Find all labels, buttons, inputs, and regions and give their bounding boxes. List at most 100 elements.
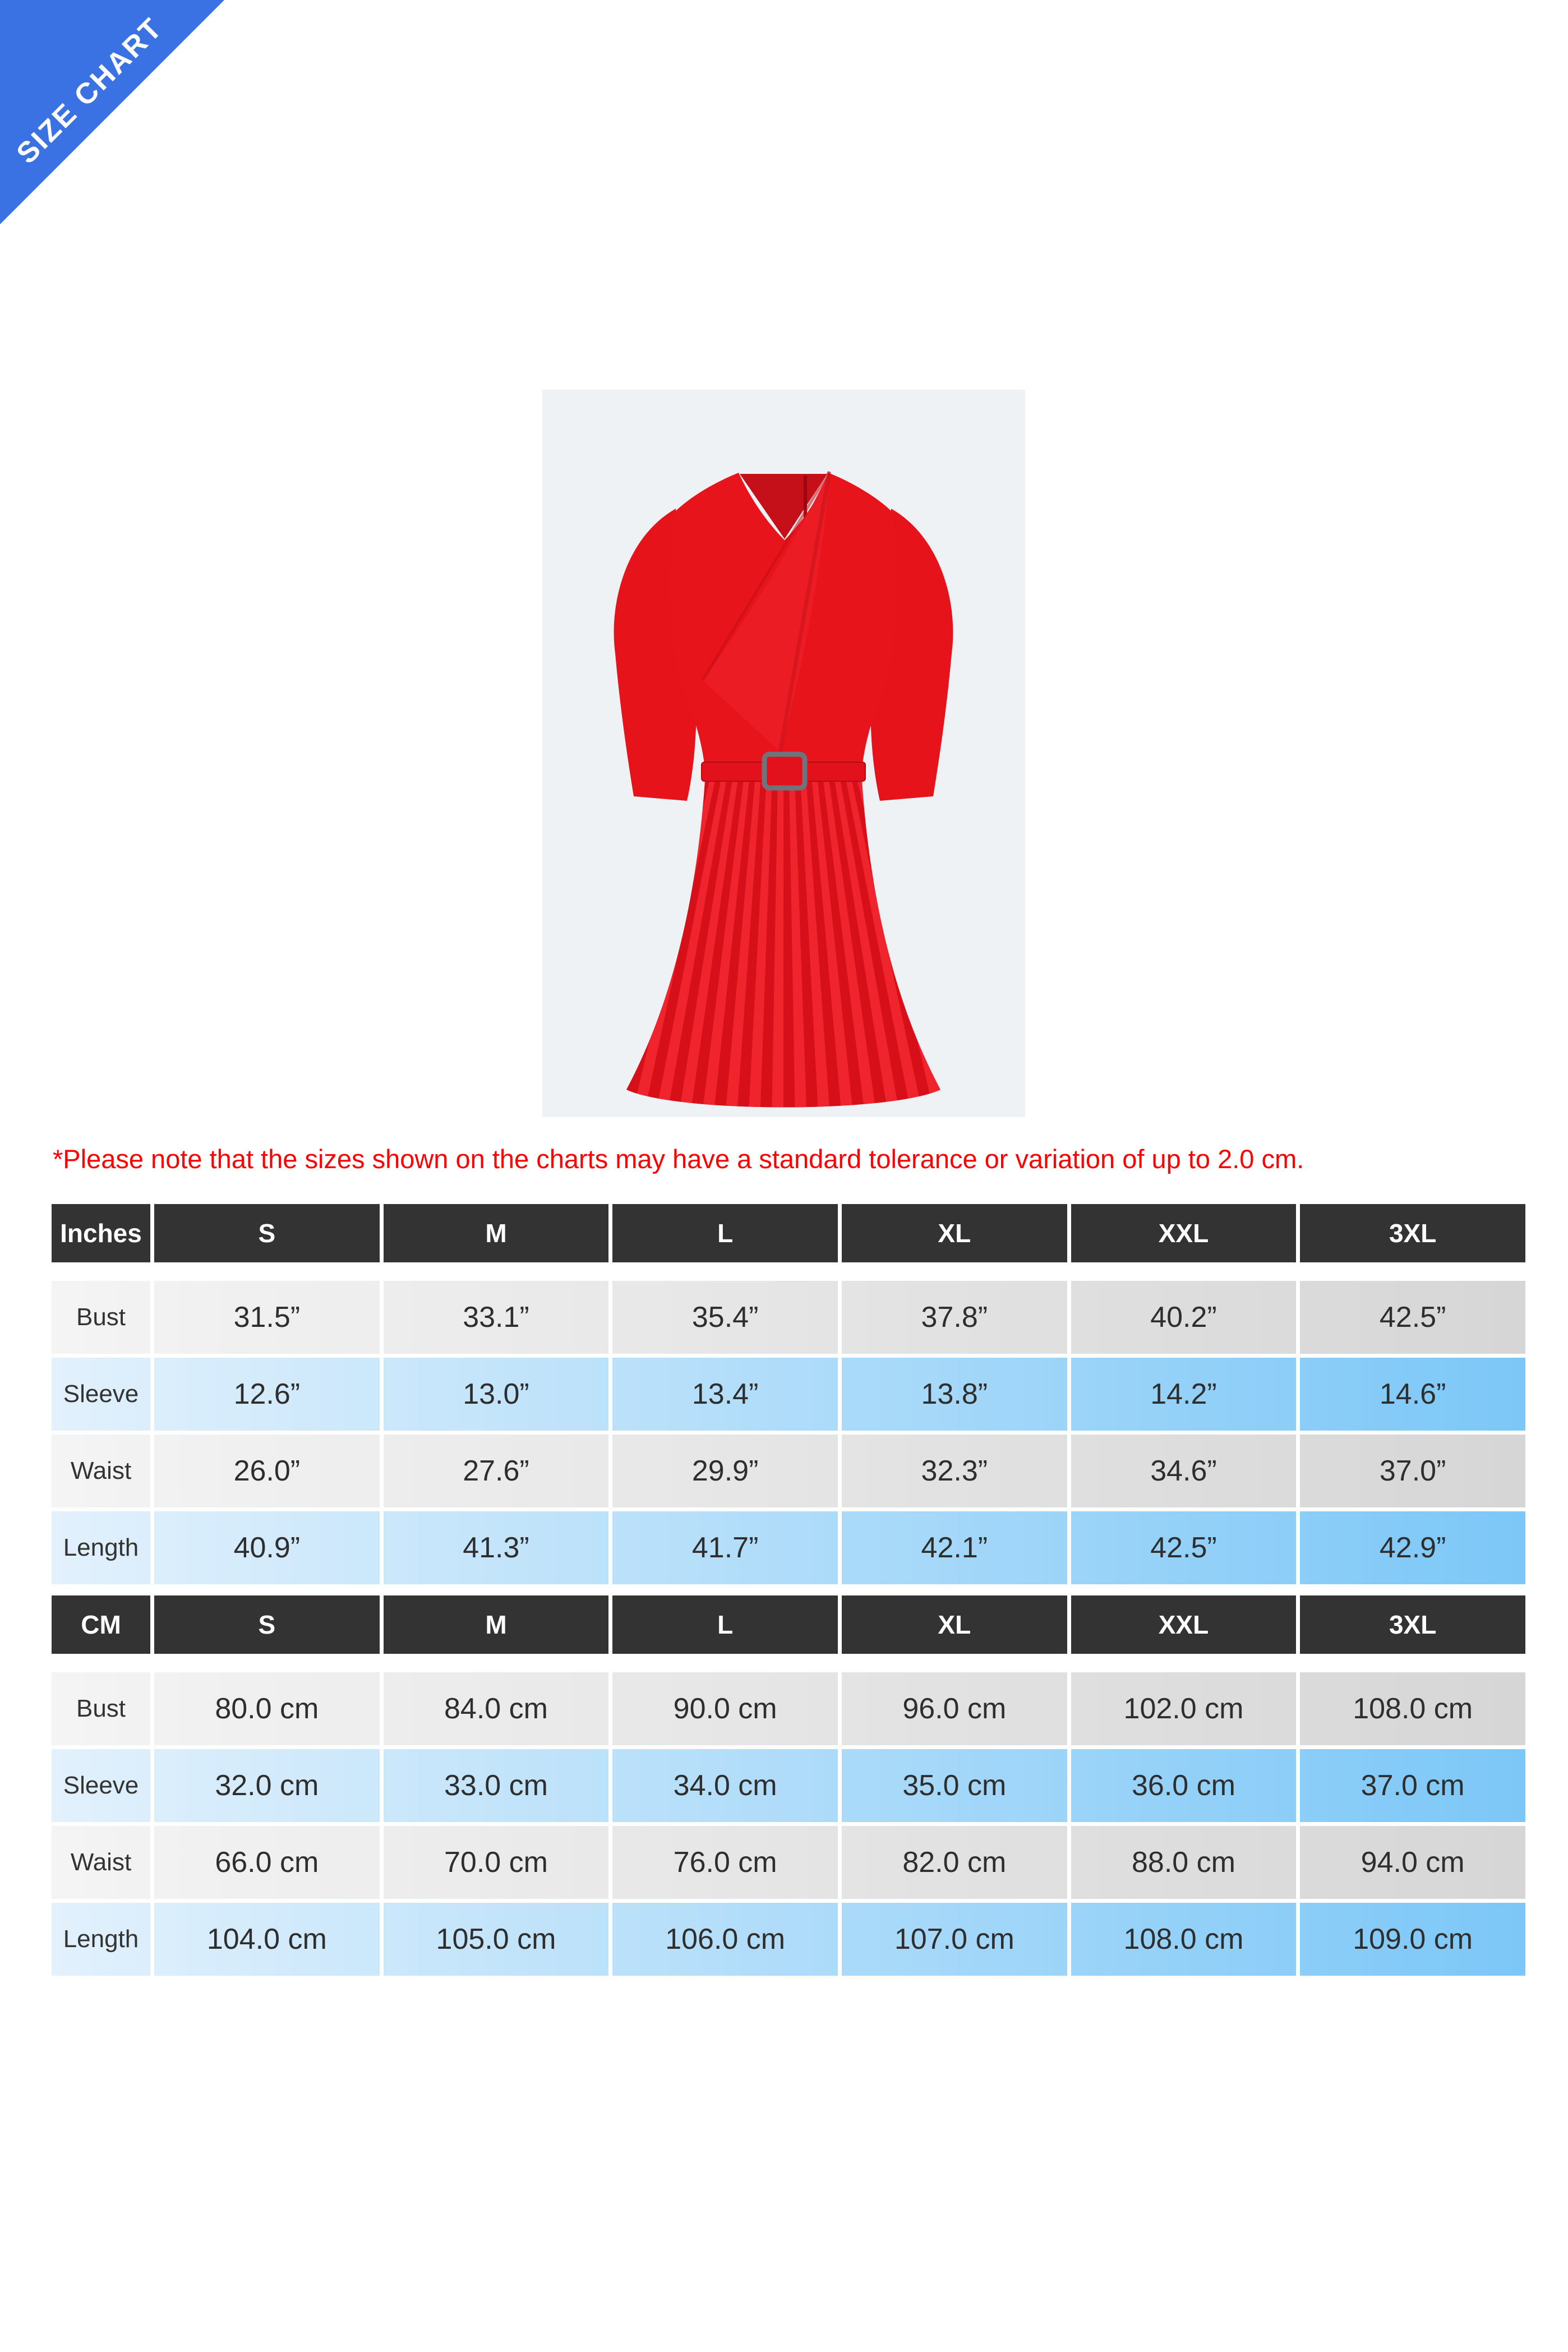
measurement-value-cell: 42.5” <box>1300 1281 1525 1354</box>
measurement-value-cell: 12.6” <box>154 1358 380 1431</box>
measurement-value-cell: 108.0 cm <box>1071 1903 1297 1976</box>
size-header-cell-s: S <box>154 1204 380 1262</box>
measurement-value-cell: 13.4” <box>612 1358 838 1431</box>
dress-pleat <box>817 781 865 1108</box>
size-chart-ribbon: SIZE CHART <box>0 0 224 224</box>
unit-header-cell: CM <box>52 1595 150 1654</box>
dress-pleat <box>829 781 888 1108</box>
dress-zipper <box>804 476 807 527</box>
measurement-value-cell: 88.0 cm <box>1071 1826 1297 1899</box>
measurement-value-cell: 35.0 cm <box>841 1749 1067 1822</box>
dress-pleat <box>748 781 772 1108</box>
measurement-value-cell: 29.9” <box>612 1435 838 1507</box>
size-table-inches: Inches S M L XL XXL 3XL Bust 31.5” 33.1” 35.4” 37.8… <box>52 1204 1525 1584</box>
size-header-cell-m: M <box>383 1595 609 1654</box>
measurement-value-cell: 36.0 cm <box>1071 1749 1297 1822</box>
measurement-label-cell: Waist <box>52 1826 150 1899</box>
measurement-value-cell: 32.0 cm <box>154 1749 380 1822</box>
dress-pleat <box>811 781 854 1108</box>
measurement-value-cell: 14.2” <box>1071 1358 1297 1431</box>
measurement-value-cell: 33.1” <box>383 1281 609 1354</box>
measurement-value-cell: 82.0 cm <box>841 1826 1067 1899</box>
measurement-label-cell: Sleeve <box>52 1358 150 1431</box>
measurement-value-cell: 109.0 cm <box>1300 1903 1525 1976</box>
tolerance-note: *Please note that the sizes shown on the… <box>53 1144 1304 1174</box>
measurement-value-cell: 34.6” <box>1071 1435 1297 1507</box>
size-header-cell-m: M <box>383 1204 609 1262</box>
size-table-cm: CM S M L XL XXL 3XL Bust 80.0 cm 84.0 cm 90.0 cm 96… <box>52 1595 1525 1976</box>
dress-pleat <box>834 781 900 1108</box>
measurement-value-cell: 33.0 cm <box>383 1749 609 1822</box>
measurement-value-cell: 90.0 cm <box>612 1672 838 1745</box>
dress-pleat <box>789 781 807 1108</box>
measurement-label-cell: Bust <box>52 1672 150 1745</box>
measurement-value-cell: 40.2” <box>1071 1281 1297 1354</box>
size-header-cell-xl: XL <box>841 1204 1067 1262</box>
measurement-value-cell: 34.0 cm <box>612 1749 838 1822</box>
measurement-value-cell: 26.0” <box>154 1435 380 1507</box>
measurement-value-cell: 37.0 cm <box>1300 1749 1525 1822</box>
dress-pleat <box>667 781 732 1108</box>
dress-pleat <box>690 781 744 1108</box>
size-header-cell-xxl: XXL <box>1071 1204 1297 1262</box>
dress-fold <box>703 472 829 751</box>
size-header-cell-xl: XL <box>841 1595 1067 1654</box>
size-header-cell-l: L <box>612 1595 838 1654</box>
measurement-value-cell: 35.4” <box>612 1281 838 1354</box>
measurement-value-cell: 42.1” <box>841 1511 1067 1584</box>
dress-pleat <box>846 781 923 1108</box>
dress-pleat <box>840 781 911 1108</box>
dress-belt-buckle <box>762 751 808 791</box>
size-header-cell-s: S <box>154 1595 380 1654</box>
measurement-value-cell: 14.6” <box>1300 1358 1525 1431</box>
dress-fold-shadow <box>778 471 832 752</box>
measurement-value-cell: 27.6” <box>383 1435 609 1507</box>
dress-pleat <box>800 781 830 1108</box>
measurement-value-cell: 105.0 cm <box>383 1903 609 1976</box>
measurement-value-cell: 31.5” <box>154 1281 380 1354</box>
size-header-cell-l: L <box>612 1204 838 1262</box>
measurement-label-cell: Length <box>52 1903 150 1976</box>
dress-pleat <box>713 781 755 1108</box>
measurement-value-cell: 42.9” <box>1300 1511 1525 1584</box>
size-header-cell-3xl: 3XL <box>1300 1204 1525 1262</box>
measurement-label-cell: Waist <box>52 1435 150 1507</box>
dress-pleat <box>795 781 819 1108</box>
measurement-value-cell: 37.0” <box>1300 1435 1525 1507</box>
measurement-value-cell: 13.8” <box>841 1358 1067 1431</box>
measurement-value-cell: 80.0 cm <box>154 1672 380 1745</box>
dress-pleat <box>725 781 761 1108</box>
product-image-panel <box>542 390 1025 1117</box>
unit-header-cell: Inches <box>52 1204 150 1262</box>
dress-pleat <box>679 781 738 1108</box>
measurement-label-cell: Bust <box>52 1281 150 1354</box>
dress-pleat <box>783 781 795 1108</box>
dress-pleat <box>644 781 721 1108</box>
dress-pleat <box>656 781 727 1108</box>
dress-skirt-pleats <box>626 781 940 1108</box>
measurement-value-cell: 96.0 cm <box>841 1672 1067 1745</box>
measurement-label-cell: Sleeve <box>52 1749 150 1822</box>
dress-pleat <box>806 781 842 1108</box>
measurement-value-cell: 13.0” <box>383 1358 609 1431</box>
dress-pleat <box>760 781 778 1108</box>
measurement-value-cell: 40.9” <box>154 1511 380 1584</box>
measurement-value-cell: 108.0 cm <box>1300 1672 1525 1745</box>
dress-illustration <box>614 471 953 1108</box>
measurement-value-cell: 107.0 cm <box>841 1903 1067 1976</box>
dress-fold-edge <box>701 471 831 681</box>
measurement-value-cell: 94.0 cm <box>1300 1826 1525 1899</box>
dress-pleat <box>702 781 750 1108</box>
measurement-value-cell: 104.0 cm <box>154 1903 380 1976</box>
size-header-cell-3xl: 3XL <box>1300 1595 1525 1654</box>
measurement-value-cell: 41.7” <box>612 1511 838 1584</box>
measurement-value-cell: 102.0 cm <box>1071 1672 1297 1745</box>
measurement-label-cell: Length <box>52 1511 150 1584</box>
measurement-value-cell: 37.8” <box>841 1281 1067 1354</box>
measurement-value-cell: 32.3” <box>841 1435 1067 1507</box>
measurement-value-cell: 42.5” <box>1071 1511 1297 1584</box>
measurement-value-cell: 76.0 cm <box>612 1826 838 1899</box>
size-header-cell-xxl: XXL <box>1071 1595 1297 1654</box>
measurement-value-cell: 106.0 cm <box>612 1903 838 1976</box>
dress-pleat <box>823 781 877 1108</box>
